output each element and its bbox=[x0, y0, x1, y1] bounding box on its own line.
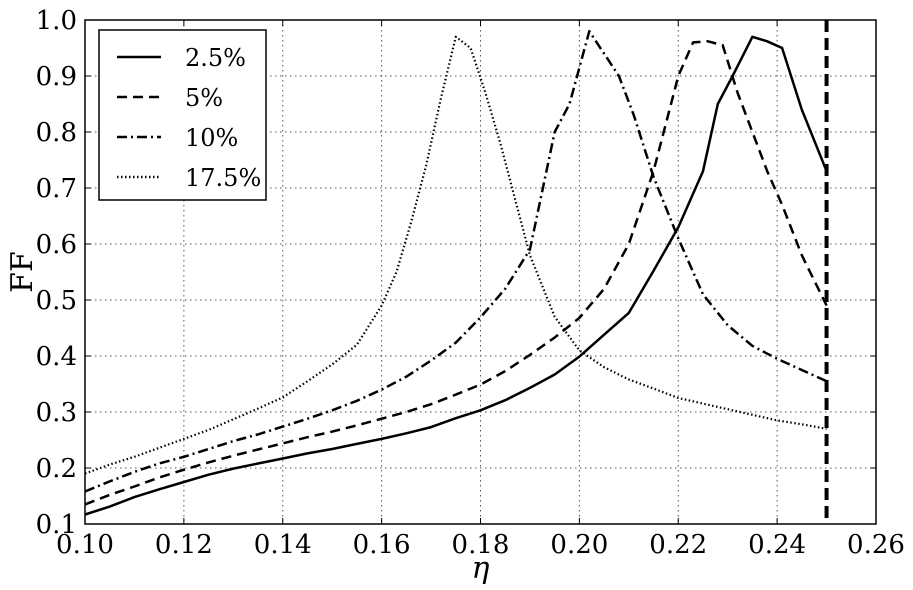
y-tick-label: 0.1 bbox=[36, 510, 77, 540]
y-tick-label: 1.0 bbox=[36, 6, 77, 36]
x-tick-label: 0.20 bbox=[550, 530, 608, 560]
x-axis-label: η bbox=[472, 551, 490, 586]
y-tick-label: 0.9 bbox=[36, 62, 77, 92]
x-tick-label: 0.12 bbox=[155, 530, 213, 560]
legend-label: 10% bbox=[185, 124, 238, 152]
legend-label: 5% bbox=[185, 84, 223, 112]
series-line-17_5pct bbox=[84, 35, 827, 475]
legend: 2.5% 5% 10% 17.5% bbox=[98, 29, 267, 201]
legend-box bbox=[98, 29, 267, 201]
series-lines bbox=[84, 29, 828, 516]
legend-label: 17.5% bbox=[185, 164, 261, 192]
y-axis-label: FF bbox=[5, 251, 40, 293]
y-tick-label: 0.7 bbox=[36, 174, 77, 204]
x-tick-label: 0.22 bbox=[649, 530, 707, 560]
y-tick-label: 0.2 bbox=[36, 454, 77, 484]
y-tick-label: 0.8 bbox=[36, 118, 77, 148]
legend-label: 2.5% bbox=[185, 44, 246, 72]
x-tick-label: 0.26 bbox=[847, 530, 905, 560]
series-line-2_5pct bbox=[84, 35, 828, 516]
axis-ticks: 0.10 0.12 0.14 0.16 0.18 0.20 0.22 0.24 0.26 0.1 0… bbox=[36, 6, 905, 560]
x-tick-label: 0.14 bbox=[254, 530, 312, 560]
series-line-5pct bbox=[84, 40, 828, 506]
x-tick-label: 0.16 bbox=[353, 530, 411, 560]
y-tick-label: 0.4 bbox=[36, 342, 77, 372]
y-tick-label: 0.6 bbox=[36, 230, 77, 260]
y-tick-label: 0.3 bbox=[36, 398, 77, 428]
x-tick-label: 0.24 bbox=[748, 530, 806, 560]
x-tick-label: 0.10 bbox=[56, 530, 114, 560]
y-tick-label: 0.5 bbox=[36, 286, 77, 316]
x-tick-label: 0.18 bbox=[452, 530, 510, 560]
